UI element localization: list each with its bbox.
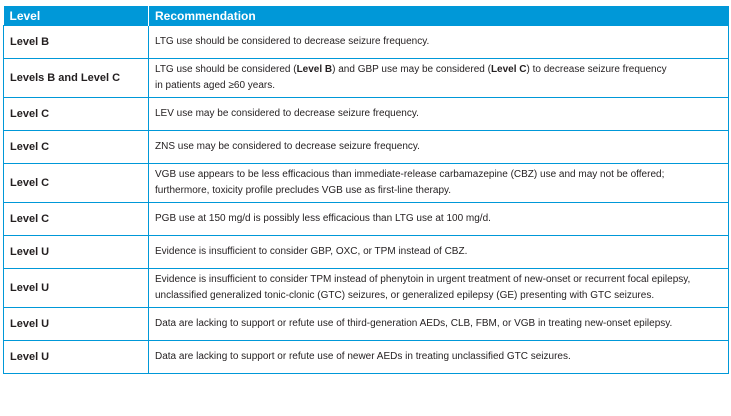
recommendation-text-line2: unclassified generalized tonic-clonic (G… [155, 290, 655, 301]
level-cell: Level C [3, 202, 149, 236]
header-recommendation: Recommendation [148, 6, 729, 26]
table-row: Level C LEV use may be considered to dec… [3, 97, 729, 131]
text-part: ) to decrease seizure frequency [526, 64, 667, 75]
recommendation-cell: LEV use may be considered to decrease se… [148, 97, 729, 131]
recommendation-text-line2: furthermore, toxicity profile precludes … [155, 185, 452, 196]
recommendation-text: Data are lacking to support or refute us… [155, 318, 673, 329]
bold-level-c: Level C [490, 64, 527, 75]
level-cell: Level B [3, 25, 149, 59]
level-cell: Level U [3, 268, 149, 308]
bold-level-b: Level B [296, 64, 333, 75]
recommendation-cell: Data are lacking to support or refute us… [148, 307, 729, 341]
header-level: Level [3, 6, 149, 26]
recommendation-text: LTG use should be considered to decrease… [155, 36, 430, 47]
recommendations-table: Level Recommendation Level B LTG use sho… [3, 6, 729, 374]
level-cell: Level C [3, 97, 149, 131]
table-row: Level C PGB use at 150 mg/d is possibly … [3, 202, 729, 236]
level-cell: Levels B and Level C [3, 58, 149, 98]
level-cell: Level C [3, 163, 149, 203]
recommendation-text: Data are lacking to support or refute us… [155, 351, 571, 362]
level-cell: Level C [3, 130, 149, 164]
recommendation-cell: LTG use should be considered to decrease… [148, 25, 729, 59]
recommendation-cell: ZNS use may be considered to decrease se… [148, 130, 729, 164]
recommendation-text: PGB use at 150 mg/d is possibly less eff… [155, 213, 491, 224]
level-cell: Level U [3, 340, 149, 374]
table-row: Level U Evidence is insufficient to cons… [3, 235, 729, 269]
table-row: Level C ZNS use may be considered to dec… [3, 130, 729, 164]
recommendation-cell: Data are lacking to support or refute us… [148, 340, 729, 374]
table-header-row: Level Recommendation [3, 6, 729, 26]
recommendations-table-wrapper: Level Recommendation Level B LTG use sho… [3, 6, 729, 374]
recommendation-cell: Evidence is insufficient to consider TPM… [148, 268, 729, 308]
table-row: Level U Data are lacking to support or r… [3, 340, 729, 374]
recommendation-cell: PGB use at 150 mg/d is possibly less eff… [148, 202, 729, 236]
recommendation-text: LTG use should be considered (Level B) a… [155, 62, 722, 78]
table-row: Level B LTG use should be considered to … [3, 25, 729, 59]
recommendation-text: Evidence is insufficient to consider GBP… [155, 246, 468, 257]
table-row: Level U Evidence is insufficient to cons… [3, 268, 729, 308]
level-cell: Level U [3, 307, 149, 341]
recommendation-text: VGB use appears to be less efficacious t… [155, 169, 665, 180]
recommendation-text: ZNS use may be considered to decrease se… [155, 141, 420, 152]
table-row: Level U Data are lacking to support or r… [3, 307, 729, 341]
recommendation-cell: VGB use appears to be less efficacious t… [148, 163, 729, 203]
recommendation-cell: LTG use should be considered (Level B) a… [148, 58, 729, 98]
recommendation-text: Evidence is insufficient to consider TPM… [155, 274, 691, 285]
recommendation-text-line2: in patients aged ≥60 years. [155, 80, 276, 91]
table-row: Levels B and Level C LTG use should be c… [3, 58, 729, 98]
text-part: LTG use should be considered ( [155, 64, 297, 75]
level-cell: Level U [3, 235, 149, 269]
recommendation-cell: Evidence is insufficient to consider GBP… [148, 235, 729, 269]
recommendation-text: LEV use may be considered to decrease se… [155, 108, 419, 119]
text-part: ) and GBP use may be considered ( [332, 64, 491, 75]
table-row: Level C VGB use appears to be less effic… [3, 163, 729, 203]
